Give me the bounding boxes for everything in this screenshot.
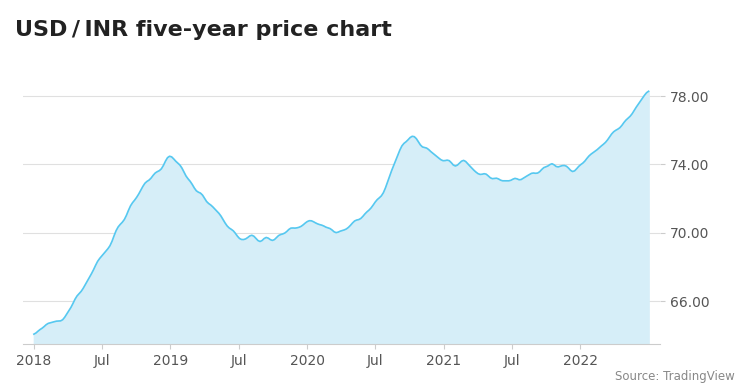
Text: USD / INR five-year price chart: USD / INR five-year price chart [15,20,392,39]
Text: Source: TradingView: Source: TradingView [615,370,735,383]
